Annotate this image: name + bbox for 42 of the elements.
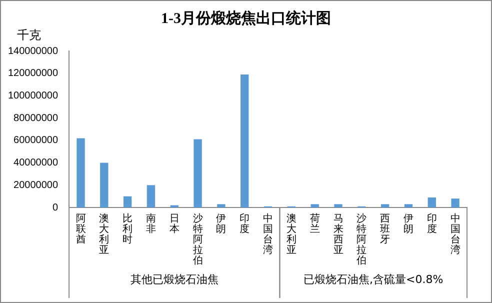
x-tick-label: 阿联酋 [76,213,86,246]
y-tick-label: 40000000 [14,158,58,169]
x-tick-label: 沙特阿拉伯 [192,212,203,266]
bar [194,139,202,208]
bar [123,196,132,208]
x-tick-label: 南非 [146,212,156,235]
y-axis-title: 千克 [17,27,41,44]
bar [217,204,226,208]
bar [404,204,413,208]
x-tick-label: 荷兰 [310,212,320,235]
text: 已煅烧石油焦,含硫量<0.8% [304,272,444,286]
chart-title: 1-3月份煅烧焦出口统计图 [160,9,332,28]
x-tick-label: 伊朗 [403,213,414,235]
x-tick-label: 沙特阿拉伯 [356,212,367,266]
x-tick-label: 日本 [169,213,180,235]
x-tick-label: 西班牙 [380,213,390,246]
x-tick-label: 中国台湾 [263,212,274,256]
bar [334,204,342,208]
bar [428,197,436,208]
bar [310,204,319,208]
bar [380,204,390,208]
x-tick-label: 印度 [240,212,250,235]
bar [451,198,460,208]
y-tick-label: 60000000 [14,135,58,146]
y-tick-label: 120000000 [8,68,58,80]
x-tick-label: 印度 [426,212,437,235]
y-tick-label: 0 [52,202,58,214]
bar [100,162,108,208]
y-tick-label: 20000000 [14,180,58,191]
bar [240,74,249,208]
bar [146,185,156,208]
x-tick-label: 中国台湾 [450,212,460,256]
y-tick-label: 100000000 [8,90,58,102]
x-tick-label: 比利时 [122,212,133,246]
x-tick-label: 澳大利亚 [99,212,110,256]
text: 其他已煅烧石油焦 [130,272,218,286]
y-tick-label: 80000000 [14,112,58,124]
x-tick-label: 澳大利亚 [286,212,296,256]
x-tick-label: 伊朗 [216,213,226,235]
x-tick-label: 马来西亚 [333,213,344,256]
y-tick-label: 140000000 [8,46,58,57]
bar [76,138,85,208]
